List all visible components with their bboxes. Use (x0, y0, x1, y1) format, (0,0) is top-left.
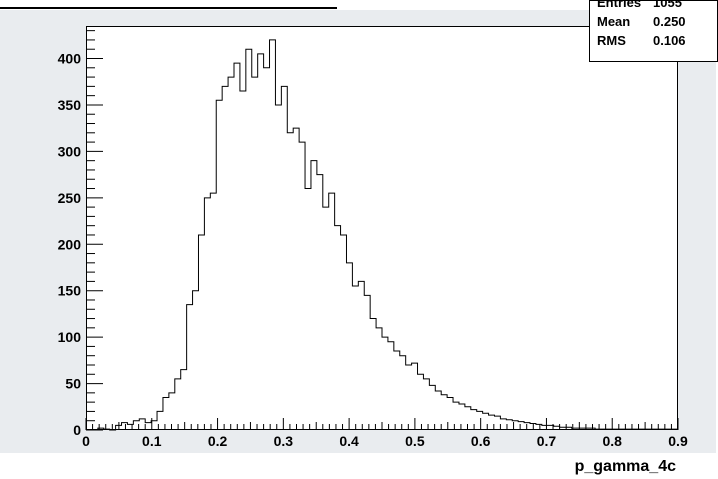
histogram-bin (270, 40, 276, 430)
stats-row-mean: Mean 0.250 (597, 14, 686, 30)
rms-value: 0.106 (653, 33, 686, 48)
histogram-bin (163, 397, 169, 430)
histogram-bin (418, 374, 424, 430)
mean-value: 0.250 (653, 14, 686, 29)
histogram-bin (435, 391, 441, 430)
x-tick-label: 0.8 (602, 433, 622, 449)
histogram-bin (382, 337, 388, 430)
x-tick-label: 0 (82, 433, 90, 449)
rms-label: RMS (597, 33, 626, 48)
histogram-bin (346, 263, 352, 430)
histogram-bin (210, 193, 216, 430)
histogram-bin (370, 319, 376, 430)
histogram-bin (293, 128, 299, 430)
histogram-bin (494, 416, 500, 430)
histogram-bin (122, 423, 128, 430)
plot-frame (86, 26, 678, 430)
histogram-bin (246, 49, 252, 430)
entries-value: 1055 (653, 0, 682, 10)
x-tick-label: 0.6 (471, 433, 491, 449)
histogram-bin (216, 100, 222, 430)
x-tick-label: 0.3 (274, 433, 294, 449)
histogram-bin (311, 161, 317, 430)
histogram-bin (358, 281, 364, 430)
histogram-bin (536, 424, 542, 430)
y-tick-label: 250 (58, 190, 82, 206)
y-tick-label: 200 (58, 236, 82, 252)
histogram-bin (341, 235, 347, 430)
histogram-bin (323, 207, 329, 430)
x-axis-label: p_gamma_4c (575, 458, 676, 475)
histogram-bin (518, 422, 524, 430)
histogram-bin (287, 133, 293, 430)
histogram-bin (305, 189, 311, 430)
histogram-bin (388, 342, 394, 430)
x-tick-label: 0.9 (668, 433, 688, 449)
y-tick-label: 300 (58, 143, 82, 159)
histogram-bins (98, 40, 678, 430)
histogram-bin (429, 385, 435, 430)
histogram-bin (222, 86, 228, 430)
histogram-bin (459, 404, 465, 430)
x-tick-label: 0.2 (208, 433, 228, 449)
mean-label: Mean (597, 14, 631, 29)
histogram-bin (258, 54, 264, 430)
y-tick-label: 400 (58, 51, 82, 67)
stats-row-rms: RMS 0.106 (597, 33, 686, 49)
histogram-bin (477, 411, 483, 430)
histogram-bin (187, 305, 193, 430)
y-tick-label: 0 (73, 422, 81, 438)
histogram-bin (500, 419, 506, 430)
histogram-bin (441, 395, 447, 430)
histogram-bin (145, 423, 151, 430)
histogram-bin (329, 193, 335, 430)
histogram-outline (86, 39, 679, 431)
histogram-bin (352, 286, 358, 430)
histogram-bin (193, 291, 199, 430)
histogram-bin (228, 77, 234, 430)
histogram-bin (317, 175, 323, 430)
title-underline (0, 7, 337, 9)
histogram-bin (234, 63, 240, 430)
x-tick-label: 0.4 (339, 433, 359, 449)
histogram-bin (406, 365, 412, 430)
histogram-bin (264, 68, 270, 430)
histogram-bin (252, 77, 258, 430)
x-tick-label: 0.5 (405, 433, 425, 449)
x-tick-label: 0.7 (537, 433, 557, 449)
y-tick-label: 350 (58, 97, 82, 113)
histogram-bin (423, 379, 429, 430)
histogram-bin (204, 198, 210, 430)
y-axis: 0 50 100 150 200 250 300 350 400 (58, 30, 103, 438)
histogram-bin (335, 226, 341, 430)
histogram-bin (198, 235, 204, 430)
histogram-bin (394, 351, 400, 430)
histogram-bin (240, 91, 246, 430)
entries-label: Entries (597, 0, 642, 10)
histogram-bin (299, 142, 305, 430)
y-tick-label: 100 (58, 329, 82, 345)
histogram-bin (554, 426, 560, 430)
stats-box: Entries 1055 Mean 0.250 RMS 0.106 (589, 0, 718, 62)
x-tick-label: 0.1 (142, 433, 162, 449)
stats-row-entries: Entries 1055 (597, 0, 682, 11)
histogram-bin (400, 356, 406, 430)
histogram-bin (175, 379, 181, 430)
y-tick-label: 150 (58, 283, 82, 299)
x-axis: 0 0.1 0.2 0.3 0.4 0.5 0.6 0.7 0.8 0.9 (82, 418, 688, 449)
histogram-bin (364, 295, 370, 430)
histogram-bin (275, 105, 281, 430)
histogram-bin (376, 328, 382, 430)
y-tick-label: 50 (65, 376, 81, 392)
histogram-bin (281, 86, 287, 430)
histogram-bin (139, 419, 145, 430)
histogram-bin (181, 370, 187, 430)
